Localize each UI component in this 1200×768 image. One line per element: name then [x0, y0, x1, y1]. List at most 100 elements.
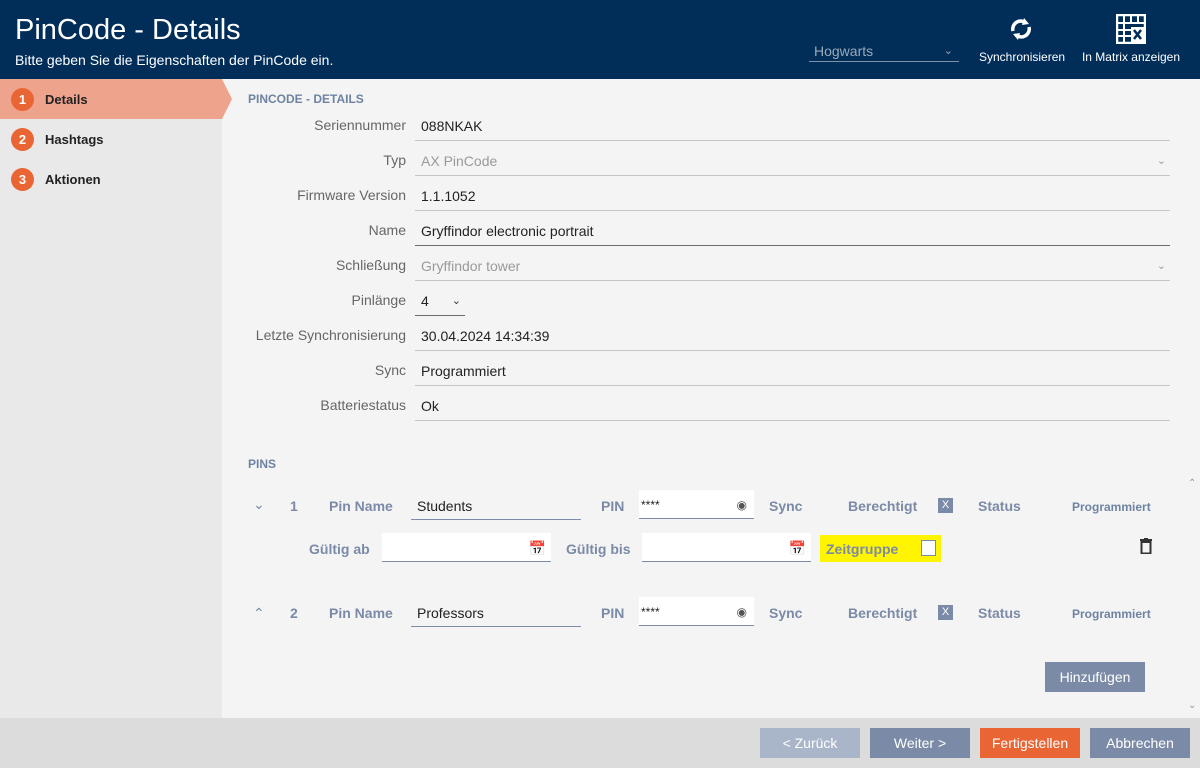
- field-value: 4: [421, 293, 429, 309]
- pin-value: ****: [641, 498, 660, 512]
- field-letzte-sync: Letzte Synchronisierung 30.04.2024 14:34:…: [222, 323, 1170, 351]
- field-firmware: Firmware Version 1.1.1052: [222, 183, 1170, 211]
- field-pinlaenge: Pinlänge 4 ⌄: [222, 288, 1170, 316]
- expand-chevron-icon[interactable]: ⌃: [253, 605, 265, 621]
- pin-input[interactable]: **** ◉: [639, 490, 754, 519]
- gueltig-bis-input[interactable]: 📅: [642, 533, 811, 562]
- step-number: 2: [11, 127, 34, 151]
- matrix-icon: [1116, 14, 1146, 44]
- finish-button[interactable]: Fertigstellen: [980, 728, 1080, 758]
- field-name: Name Gryffindor electronic portrait: [222, 218, 1170, 246]
- field-schliessung: Schließung Gryffindor tower ⌄: [222, 253, 1170, 281]
- pin-input[interactable]: **** ◉: [639, 597, 754, 626]
- pinlaenge-select[interactable]: 4 ⌄: [415, 288, 465, 316]
- gueltig-bis-label: Gültig bis: [566, 541, 631, 557]
- step-label: Aktionen: [45, 171, 101, 187]
- pin-number: 1: [290, 498, 298, 514]
- pin-value: ****: [641, 605, 660, 619]
- field-batteriestatus: Batteriestatus Ok: [222, 393, 1170, 421]
- field-label: Name: [368, 222, 406, 238]
- client-value: Hogwarts: [814, 43, 874, 59]
- chevron-down-icon: ⌄: [943, 45, 953, 57]
- next-button[interactable]: Weiter >: [870, 728, 970, 758]
- sync-label: Sync: [769, 498, 803, 514]
- pins-section-title: PINS: [248, 457, 277, 471]
- field-typ: Typ AX PinCode ⌄: [222, 148, 1170, 176]
- gueltig-ab-input[interactable]: 📅: [382, 533, 551, 562]
- matrix-button[interactable]: In Matrix anzeigen: [1080, 14, 1182, 64]
- field-sync: Sync Programmiert: [222, 358, 1170, 386]
- pin-name-label: Pin Name: [329, 498, 393, 514]
- page-subtitle: Bitte geben Sie die Eigenschaften der Pi…: [15, 52, 334, 68]
- field-value: Programmiert: [415, 358, 1170, 386]
- cancel-button[interactable]: Abbrechen: [1090, 728, 1190, 758]
- step-number: 1: [11, 87, 34, 111]
- field-label: Firmware Version: [297, 187, 406, 203]
- trash-icon[interactable]: [1140, 538, 1152, 555]
- scroll-up-icon[interactable]: ⌃: [1188, 478, 1197, 489]
- pin-name-input[interactable]: Professors: [411, 598, 581, 627]
- chevron-down-icon: ⌄: [451, 295, 461, 307]
- eye-icon[interactable]: ◉: [736, 605, 747, 619]
- pin-label: PIN: [601, 498, 625, 514]
- field-label: Pinlänge: [351, 292, 407, 308]
- field-value: AX PinCode: [421, 153, 498, 169]
- berechtigt-label: Berechtigt: [848, 605, 918, 621]
- eye-icon[interactable]: ◉: [736, 498, 747, 512]
- field-label: Sync: [374, 362, 406, 378]
- scroll-down-icon[interactable]: ⌄: [1188, 700, 1197, 711]
- collapse-chevron-icon[interactable]: ⌄: [253, 496, 265, 512]
- field-label: Schließung: [335, 257, 406, 273]
- field-value: 088NKAK: [415, 113, 1170, 141]
- field-value: Gryffindor tower: [421, 258, 521, 274]
- step-label: Details: [45, 91, 88, 107]
- details-section-title: PINCODE - DETAILS: [248, 92, 364, 106]
- calendar-icon[interactable]: 📅: [788, 540, 806, 556]
- typ-select: AX PinCode ⌄: [415, 148, 1170, 176]
- step-number: 3: [11, 167, 34, 191]
- sync-icon: [1011, 18, 1031, 40]
- add-pin-button[interactable]: Hinzufügen: [1045, 662, 1145, 692]
- step-details[interactable]: 1 Details: [0, 79, 232, 119]
- step-aktionen[interactable]: 3 Aktionen: [0, 159, 222, 199]
- berechtigt-checkbox[interactable]: X: [938, 498, 953, 513]
- berechtigt-checkbox[interactable]: X: [938, 605, 953, 620]
- sync-label: Synchronisieren: [979, 50, 1066, 64]
- field-label: Batteriestatus: [320, 397, 406, 413]
- calendar-icon[interactable]: 📅: [528, 540, 546, 556]
- pin-label: PIN: [601, 605, 625, 621]
- field-label: Seriennummer: [314, 117, 406, 133]
- sync-label: Sync: [769, 605, 803, 621]
- matrix-label: In Matrix anzeigen: [1081, 50, 1181, 64]
- field-label: Typ: [383, 152, 406, 168]
- status-value: Programmiert: [1072, 607, 1151, 621]
- status-label: Status: [978, 498, 1021, 514]
- pin-name-input[interactable]: Students: [411, 491, 581, 520]
- berechtigt-label: Berechtigt: [848, 498, 918, 514]
- chevron-down-icon: ⌄: [1156, 155, 1166, 167]
- page-title: PinCode - Details: [15, 14, 241, 46]
- gueltig-ab-label: Gültig ab: [309, 541, 370, 557]
- name-input[interactable]: Gryffindor electronic portrait: [415, 218, 1170, 246]
- status-label: Status: [978, 605, 1021, 621]
- schliessung-select: Gryffindor tower ⌄: [415, 253, 1170, 281]
- header: PinCode - Details Bitte geben Sie die Ei…: [0, 0, 1200, 79]
- field-label: Letzte Synchronisierung: [255, 327, 406, 343]
- wizard-steps: 1 Details 2 Hashtags 3 Aktionen: [0, 79, 232, 718]
- field-value: 1.1.1052: [415, 183, 1170, 211]
- status-value: Programmiert: [1072, 500, 1151, 514]
- chevron-down-icon: ⌄: [1156, 260, 1166, 272]
- sync-button[interactable]: Synchronisieren: [979, 14, 1066, 64]
- client-select[interactable]: Hogwarts ⌄: [809, 40, 959, 62]
- step-label: Hashtags: [45, 131, 104, 147]
- pin-number: 2: [290, 605, 298, 621]
- zeitgruppe-label: Zeitgruppe: [826, 541, 899, 557]
- step-hashtags[interactable]: 2 Hashtags: [0, 119, 222, 159]
- field-seriennummer: Seriennummer 088NKAK: [222, 113, 1170, 141]
- field-value: 30.04.2024 14:34:39: [415, 323, 1170, 351]
- zeitgruppe-highlight: Zeitgruppe: [820, 535, 941, 562]
- zeitgruppe-checkbox[interactable]: [921, 540, 936, 556]
- back-button[interactable]: < Zurück: [760, 728, 860, 758]
- field-value: Ok: [415, 393, 1170, 421]
- pin-name-label: Pin Name: [329, 605, 393, 621]
